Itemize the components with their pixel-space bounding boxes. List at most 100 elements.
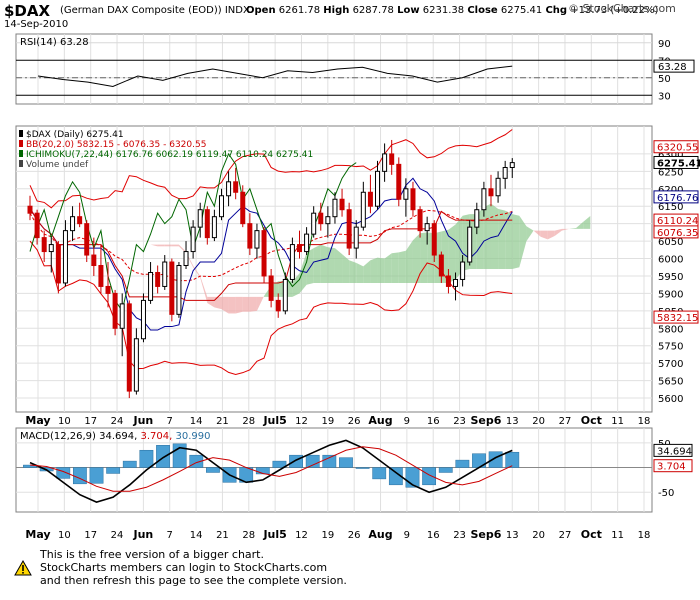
- ichimoku-cloud-segment: [384, 253, 392, 283]
- chart-date: 14-Sep-2010: [4, 19, 69, 30]
- footer-note: This is the free version of a bigger cha…: [40, 548, 347, 587]
- x-tick-label: 16: [427, 530, 440, 541]
- x-tick-label: 12: [295, 530, 308, 541]
- macd-histogram-bar: [305, 454, 320, 468]
- macd-histogram-bar: [139, 449, 154, 468]
- x-tick-label: Oct: [581, 528, 602, 541]
- ichimoku-cloud-segment: [412, 233, 421, 283]
- candle-body: [148, 271, 154, 301]
- x-tick-label: 11: [611, 416, 624, 427]
- chg-label: Chg: [545, 5, 568, 16]
- ichimoku-cloud-segment: [540, 230, 548, 240]
- x-tick-label: 19: [321, 416, 334, 427]
- ichimoku-cloud-segment: [157, 244, 165, 247]
- price-legend-entry: Volume undef: [26, 160, 89, 170]
- ichimoku-cloud-segment: [214, 296, 222, 310]
- candle-body: [304, 233, 310, 253]
- ichimoku-cloud-segment: [483, 203, 491, 269]
- price-value-box: [653, 140, 699, 154]
- macd-histogram-bar: [272, 460, 287, 468]
- candle-body: [438, 254, 444, 277]
- x-tick-label: 27: [559, 416, 572, 427]
- ichimoku-cloud-segment: [349, 260, 357, 283]
- ichimoku-cloud-segment: [533, 230, 541, 237]
- candle-body: [339, 198, 345, 211]
- ichimoku-cloud-segment: [356, 262, 364, 283]
- price-tick-label: 6250: [658, 167, 683, 178]
- x-tick-label: Aug: [368, 414, 392, 427]
- candle-body: [197, 209, 203, 228]
- candle-body: [311, 212, 317, 235]
- candle-body: [233, 181, 239, 193]
- high-label: High: [323, 5, 350, 16]
- macd-value-box: [653, 459, 693, 473]
- candle-body: [424, 223, 430, 232]
- ichimoku-cloud-segment: [547, 230, 555, 240]
- ichimoku-cloud-segment: [370, 257, 378, 283]
- macd-histogram-bar: [505, 451, 520, 468]
- x-tick-label: 20: [532, 416, 545, 427]
- x-tick-label: 12: [295, 416, 308, 427]
- x-tick-label: 17: [84, 530, 97, 541]
- open-value: 6261.78: [278, 5, 321, 16]
- bb-lower-line: [29, 240, 513, 376]
- ichimoku-cloud-segment: [568, 228, 577, 229]
- x-tick-label: 18: [638, 416, 651, 427]
- price-tick-label: 6050: [658, 237, 683, 248]
- candle-body: [105, 285, 111, 294]
- candle-body: [126, 303, 132, 392]
- low-value: 6231.38: [422, 5, 465, 16]
- price-tick-label: 5950: [658, 272, 683, 283]
- candle-body: [289, 244, 295, 280]
- price-tick-label: 6300: [658, 150, 683, 161]
- candle-body: [367, 191, 373, 207]
- ichimoku-cloud-segment: [405, 240, 413, 283]
- x-tick-label: 26: [348, 530, 361, 541]
- macd-histogram-bar: [289, 454, 303, 468]
- candle-body: [91, 254, 97, 267]
- ichimoku-cloud-segment: [207, 296, 215, 308]
- macd-histogram-bar: [388, 467, 403, 486]
- ichimoku-cloud-segment: [320, 244, 328, 283]
- candle-body: [176, 265, 182, 315]
- price-value-box: [653, 310, 699, 324]
- x-tick-label: 28: [242, 416, 255, 427]
- bb-middle-line: [29, 209, 513, 282]
- ichimoku-cloud-segment: [327, 247, 335, 283]
- warning-icon: [14, 560, 32, 576]
- candle-body: [55, 244, 61, 284]
- macd-legend-part: MACD(12,26,9): [20, 431, 99, 442]
- candle-body: [453, 278, 459, 287]
- brand-label[interactable]: © StockCharts.com: [568, 2, 676, 15]
- price-value-label: 6320.55: [657, 143, 698, 154]
- footer-line-3: and then refresh this page to see the co…: [40, 574, 347, 587]
- macd-legend-part: 30.990: [176, 431, 211, 442]
- candle-body: [247, 223, 253, 249]
- open-label: Open: [246, 5, 276, 16]
- ichimoku-cloud-segment: [561, 228, 569, 231]
- rsi-value-box: [653, 59, 695, 73]
- candle-body: [502, 167, 508, 179]
- ichimoku-cloud-segment: [391, 252, 399, 283]
- price-tick-label: 5700: [658, 359, 683, 370]
- ohlc-summary: Open 6261.78 High 6287.78 Low 6231.38 Cl…: [246, 5, 658, 16]
- candle-body: [27, 205, 33, 214]
- macd-histogram-bar: [455, 459, 470, 468]
- chart-description: (German DAX Composite (EOD)) INDX: [60, 5, 250, 16]
- candle-body: [169, 261, 175, 315]
- ichimoku-cloud-segment: [299, 252, 307, 294]
- candle-body: [375, 170, 381, 207]
- footer-line-1: This is the free version of a bigger cha…: [40, 548, 264, 561]
- rsi-tick-label: 90: [658, 39, 671, 50]
- x-tick-label: May: [25, 528, 50, 541]
- x-tick-label: 16: [427, 416, 440, 427]
- ichimoku-cloud-segment: [292, 273, 300, 297]
- high-value: 6287.78: [352, 5, 394, 16]
- candle-body: [77, 216, 83, 225]
- candle-body: [133, 338, 139, 392]
- candle-body: [62, 230, 68, 284]
- ichimoku-cloud-segment: [164, 244, 172, 247]
- exchange-label: INDX: [224, 5, 250, 16]
- price-value-box: [653, 225, 699, 239]
- candle-body: [155, 271, 161, 287]
